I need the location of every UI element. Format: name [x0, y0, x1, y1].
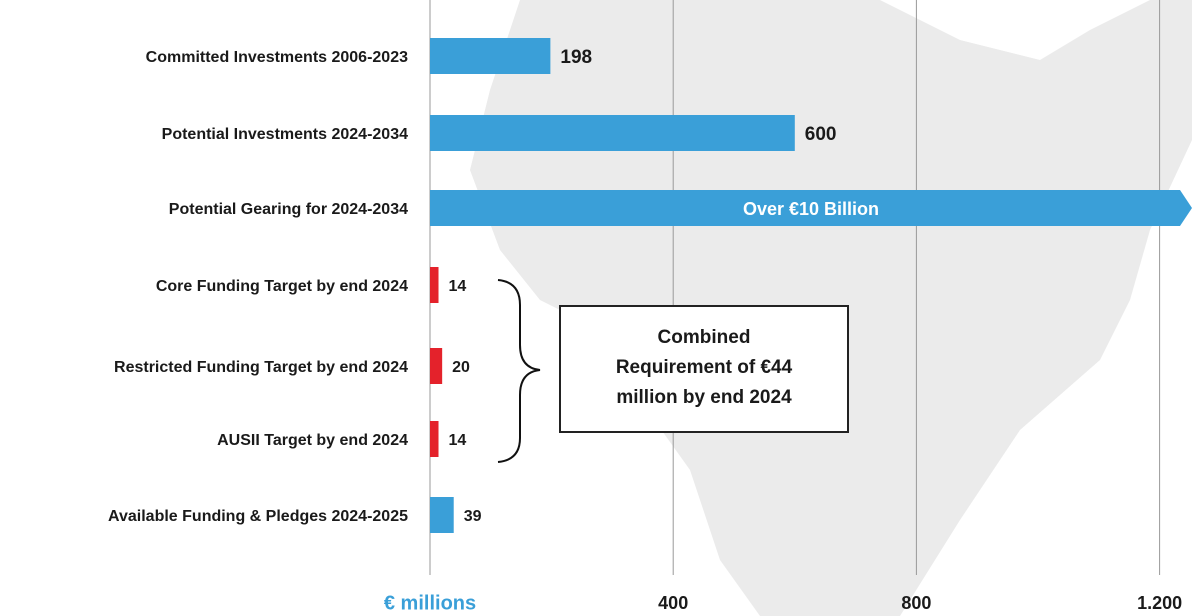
x-tick-label: 1.200	[1137, 593, 1182, 613]
x-axis-label: € millions	[384, 592, 476, 614]
category-label: Core Funding Target by end 2024	[156, 278, 408, 295]
bar	[430, 190, 1192, 226]
brace	[497, 279, 541, 463]
x-tick-label: 800	[901, 593, 931, 613]
category-label: Potential Gearing for 2024-2034	[169, 201, 408, 218]
bar	[430, 348, 443, 384]
bar	[430, 38, 551, 74]
value-label: 39	[464, 508, 482, 525]
bar	[430, 497, 454, 533]
bar	[430, 115, 795, 151]
value-label: 20	[452, 359, 470, 376]
bar	[430, 267, 439, 303]
annotation-text: Combined	[658, 327, 751, 348]
category-label: Restricted Funding Target by end 2024	[114, 359, 408, 376]
annotation-text: million by end 2024	[616, 387, 792, 408]
value-label: 14	[449, 432, 467, 449]
category-label: Available Funding & Pledges 2024-2025	[108, 508, 408, 525]
value-label: Over €10 Billion	[743, 199, 879, 219]
value-label: 600	[805, 124, 837, 145]
category-label: AUSII Target by end 2024	[217, 432, 408, 449]
annotation-text: Requirement of €44	[616, 357, 793, 378]
category-label: Committed Investments 2006-2023	[146, 49, 408, 66]
annotation-box	[559, 305, 849, 433]
x-tick-label: 400	[658, 593, 688, 613]
value-label: 14	[449, 278, 467, 295]
value-label: 198	[560, 47, 592, 68]
category-label: Potential Investments 2024-2034	[162, 126, 408, 143]
bar	[430, 421, 439, 457]
